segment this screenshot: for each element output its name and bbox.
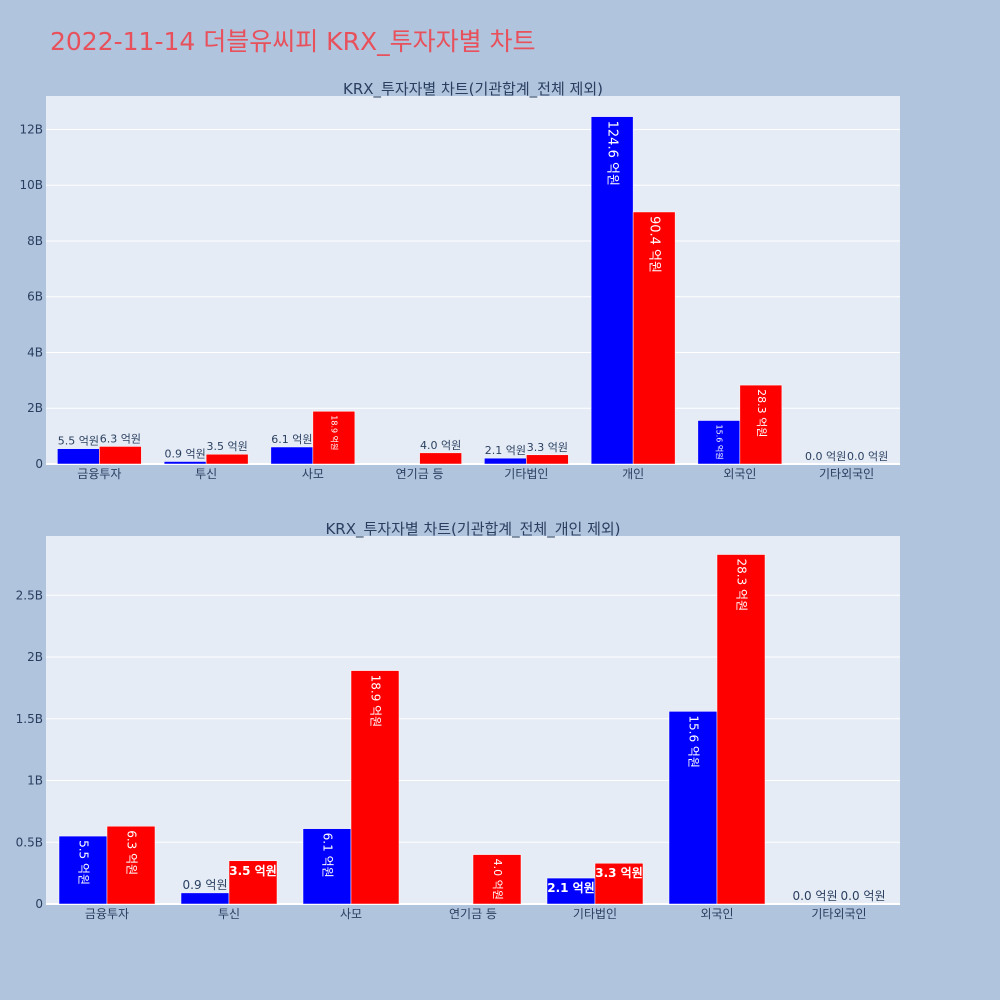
bar-buy xyxy=(57,448,100,465)
chart-title: KRX_투자자별 차트(기관합계_전체 제외) xyxy=(343,80,603,99)
data-label: 6.3 억원 xyxy=(125,830,139,875)
y-tick-label: 1B xyxy=(27,774,43,788)
bar-buy xyxy=(302,828,352,905)
y-tick-label: 0 xyxy=(35,457,43,471)
bar-buy xyxy=(484,457,527,465)
bar-sell xyxy=(526,454,569,465)
x-tick-label: 기타외국인 xyxy=(819,467,874,481)
plot-area xyxy=(46,536,900,904)
data-label: 0.0 억원 xyxy=(841,889,886,903)
y-tick-label: 2B xyxy=(27,650,43,664)
x-tick-label: 외국인 xyxy=(723,467,756,481)
bar-sell xyxy=(632,211,676,465)
y-tick-label: 10B xyxy=(19,178,43,192)
bar-sell xyxy=(472,854,522,905)
bar-sell xyxy=(594,862,644,905)
y-tick-label: 4B xyxy=(27,345,43,359)
x-tick-label: 연기금 등 xyxy=(396,467,444,481)
data-label: 18.9 억원 xyxy=(329,415,339,450)
y-tick-label: 12B xyxy=(19,122,43,136)
bar-buy xyxy=(58,835,108,905)
data-label: 28.3 억원 xyxy=(735,559,749,612)
data-label: 0.9 억원 xyxy=(165,447,206,460)
y-tick-label: 6B xyxy=(27,290,43,304)
data-label: 3.3 억원 xyxy=(595,866,643,880)
x-tick-label: 연기금 등 xyxy=(449,907,497,921)
bar-buy xyxy=(180,892,230,905)
y-tick-label: 0 xyxy=(35,897,43,911)
x-tick-label: 금융투자 xyxy=(77,467,121,481)
data-label: 6.1 억원 xyxy=(271,433,312,446)
y-tick-label: 2B xyxy=(27,401,43,415)
y-tick-label: 8B xyxy=(27,234,43,248)
data-label: 3.5 억원 xyxy=(207,440,248,453)
bar-buy xyxy=(590,116,634,465)
bar-sell xyxy=(99,446,142,465)
data-label: 4.0 억원 xyxy=(420,439,461,452)
data-label: 90.4 억원 xyxy=(647,216,662,273)
chart-title: KRX_투자자별 차트(기관합계_전체_개인 제외) xyxy=(325,520,620,539)
data-label: 0.9 억원 xyxy=(183,878,228,892)
data-label: 2.1 억원 xyxy=(485,444,526,457)
data-label: 6.1 억원 xyxy=(321,833,335,878)
data-label: 18.9 억원 xyxy=(369,675,383,728)
data-label: 2.1 억원 xyxy=(547,881,595,895)
y-tick-label: 0.5B xyxy=(16,835,43,849)
x-tick-label: 기타법인 xyxy=(504,467,548,481)
bar-buy xyxy=(668,711,718,905)
data-label: 5.5 억원 xyxy=(77,840,91,885)
data-label: 0.0 억원 xyxy=(805,450,846,463)
data-label: 3.3 억원 xyxy=(527,441,568,454)
x-tick-label: 개인 xyxy=(622,467,644,481)
y-tick-label: 2.5B xyxy=(16,588,43,602)
data-label: 28.3 억원 xyxy=(755,389,768,437)
x-tick-label: 투신 xyxy=(195,467,217,481)
bar-sell xyxy=(716,554,766,905)
bar-buy xyxy=(163,461,207,465)
x-tick-label: 사모 xyxy=(302,467,324,481)
x-tick-label: 외국인 xyxy=(700,907,733,921)
data-label: 6.3 억원 xyxy=(100,432,141,445)
chart-1: 0 2B 4B 6B 8B 10B 12B KRX_투자자별 차트(기관합계_전체 제외) 금융… xyxy=(19,80,900,481)
data-label: 0.0 억원 xyxy=(847,450,888,463)
x-tick-label: 사모 xyxy=(340,907,362,921)
chart-2: 0 0.5B 1B 1.5B 2B 2.5B KRX_투자자별 차트(기관합계_전체_개인 … xyxy=(16,520,900,921)
bar-sell xyxy=(350,670,400,905)
bar-buy xyxy=(697,420,741,465)
data-label: 0.0 억원 xyxy=(793,889,838,903)
x-tick-label: 기타법인 xyxy=(573,907,617,921)
data-label: 4.0 억원 xyxy=(491,859,504,900)
bar-buy xyxy=(270,446,314,465)
data-label: 15.6 억원 xyxy=(714,425,724,460)
bar-sell xyxy=(228,860,278,905)
y-tick-label: 1.5B xyxy=(16,712,43,726)
data-label: 3.5 억원 xyxy=(229,864,277,878)
data-label: 15.6 억원 xyxy=(687,715,701,768)
bar-sell xyxy=(419,452,462,465)
bar-sell xyxy=(739,384,783,465)
bar-sell xyxy=(312,411,356,465)
x-tick-label: 금융투자 xyxy=(85,907,129,921)
x-tick-label: 기타외국인 xyxy=(811,907,866,921)
bar-sell xyxy=(106,825,156,905)
bar-sell xyxy=(205,453,249,465)
data-label: 5.5 억원 xyxy=(58,435,99,448)
data-label: 124.6 억원 xyxy=(605,121,620,186)
x-tick-label: 투신 xyxy=(218,907,240,921)
page-title: 2022-11-14 더블유씨피 KRX_투자자별 차트 xyxy=(50,27,536,56)
